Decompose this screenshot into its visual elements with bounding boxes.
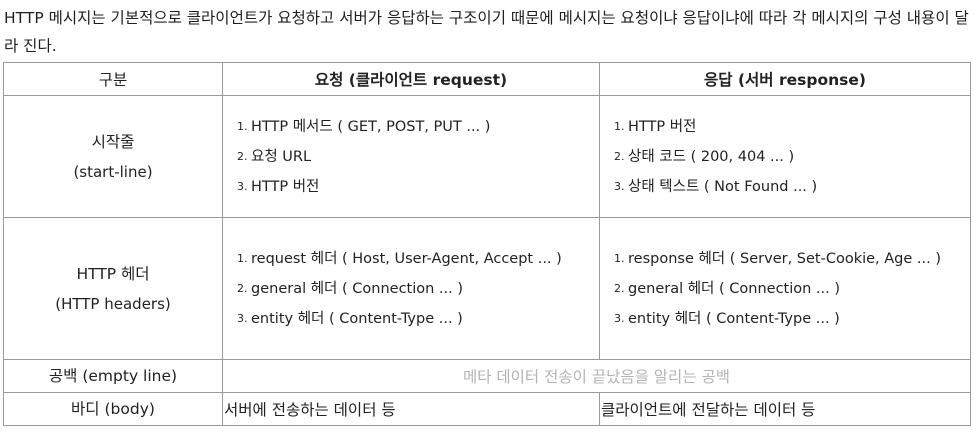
body-response-text: 클라이언트에 전달하는 데이터 등 (599, 392, 971, 426)
http-headers-response-list: response 헤더 ( Server, Set-Cookie, Age ..… (600, 244, 970, 334)
table-row-http-headers: HTTP 헤더 (HTTP headers) request 헤더 ( Host… (3, 217, 971, 360)
list-item: 상태 코드 ( 200, 404 ... ) (614, 142, 795, 172)
body-label: 바디 (body) (3, 392, 223, 426)
start-line-request-list: HTTP 메서드 ( GET, POST, PUT ... ) 요청 URL H… (223, 112, 599, 202)
empty-line-label: 공백 (empty line) (3, 359, 223, 393)
start-line-sublabel: (start-line) (73, 162, 153, 181)
list-item: HTTP 버전 (237, 172, 320, 202)
list-item: 요청 URL (237, 142, 312, 172)
http-headers-response-cell: response 헤더 ( Server, Set-Cookie, Age ..… (599, 217, 971, 360)
list-item: response 헤더 ( Server, Set-Cookie, Age ..… (614, 244, 942, 274)
http-headers-sublabel: (HTTP headers) (55, 294, 171, 313)
http-headers-request-list: request 헤더 ( Host, User-Agent, Accept ..… (223, 244, 599, 334)
empty-line-note: 메타 데이터 전송이 끝났음을 알리는 공백 (222, 359, 971, 393)
http-message-table: 구분 요청 (클라이언트 request) 응답 (서버 response) 시… (3, 62, 971, 426)
start-line-response-list: HTTP 버전 상태 코드 ( 200, 404 ... ) 상태 텍스트 ( … (600, 112, 970, 202)
http-headers-label: HTTP 헤더 (76, 264, 150, 283)
start-line-label: 시작줄 (91, 132, 135, 151)
list-item: general 헤더 ( Connection ... ) (237, 274, 464, 304)
start-line-label-cell: 시작줄 (start-line) (3, 95, 223, 218)
body-request-text: 서버에 전송하는 데이터 등 (222, 392, 600, 426)
list-item: entity 헤더 ( Content-Type ... ) (614, 304, 840, 334)
table-row-start-line: 시작줄 (start-line) HTTP 메서드 ( GET, POST, P… (3, 95, 971, 218)
header-category: 구분 (3, 62, 223, 96)
list-item: 상태 텍스트 ( Not Found ... ) (614, 172, 818, 202)
list-item: HTTP 버전 (614, 112, 697, 142)
http-headers-request-cell: request 헤더 ( Host, User-Agent, Accept ..… (222, 217, 600, 360)
header-request: 요청 (클라이언트 request) (222, 62, 600, 96)
table-header-row: 구분 요청 (클라이언트 request) 응답 (서버 response) (3, 62, 971, 96)
intro-paragraph: HTTP 메시지는 기본적으로 클라이언트가 요청하고 서버가 응답하는 구조이… (4, 9, 969, 55)
list-item: general 헤더 ( Connection ... ) (614, 274, 841, 304)
start-line-request-cell: HTTP 메서드 ( GET, POST, PUT ... ) 요청 URL H… (222, 95, 600, 218)
http-headers-label-cell: HTTP 헤더 (HTTP headers) (3, 217, 223, 360)
list-item: HTTP 메서드 ( GET, POST, PUT ... ) (237, 112, 491, 142)
header-response: 응답 (서버 response) (599, 62, 971, 96)
list-item: entity 헤더 ( Content-Type ... ) (237, 304, 463, 334)
table-row-body: 바디 (body) 서버에 전송하는 데이터 등 클라이언트에 전달하는 데이터… (3, 392, 971, 426)
table-row-empty-line: 공백 (empty line) 메타 데이터 전송이 끝났음을 알리는 공백 (3, 359, 971, 393)
list-item: request 헤더 ( Host, User-Agent, Accept ..… (237, 244, 562, 274)
start-line-response-cell: HTTP 버전 상태 코드 ( 200, 404 ... ) 상태 텍스트 ( … (599, 95, 971, 218)
